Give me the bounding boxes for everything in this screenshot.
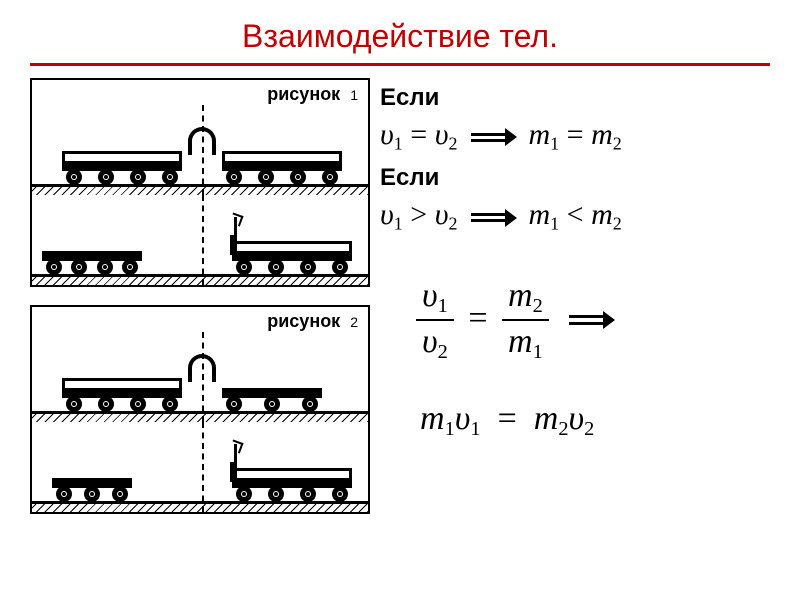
fig1-scene-before xyxy=(32,105,368,195)
formula-equal-masses: υ1 = υ2 m1 = m2 xyxy=(380,118,790,154)
figure-label: рисунок xyxy=(267,84,340,105)
fig2-scene-before xyxy=(32,332,368,422)
formula-ratio: υ1 υ2 = m2 m1 xyxy=(380,277,790,364)
figure-label: рисунок xyxy=(267,311,340,332)
formula-product: m1υ1 = m2υ2 xyxy=(380,400,790,441)
cart xyxy=(232,452,352,502)
if-label-2: Если xyxy=(380,164,790,192)
formulas-column: Если υ1 = υ2 m1 = m2 Если υ1 > υ2 m1 < m… xyxy=(370,78,800,532)
cart xyxy=(52,452,132,502)
title-underline xyxy=(30,63,770,66)
implies-arrow xyxy=(471,203,515,233)
figure-number: 1 xyxy=(350,87,358,103)
cart xyxy=(42,225,142,275)
implies-arrow xyxy=(569,303,613,337)
cart xyxy=(222,135,342,185)
cart xyxy=(62,362,182,412)
figure-2: рисунок 2 xyxy=(30,305,370,514)
page-title: Взаимодействие тел. xyxy=(0,0,800,63)
cart xyxy=(232,225,352,275)
cart xyxy=(222,362,322,412)
formula-inequality: υ1 > υ2 m1 < m2 xyxy=(380,198,790,234)
spring-icon xyxy=(188,127,216,155)
implies-arrow xyxy=(471,122,515,152)
fig1-scene-after xyxy=(32,195,368,285)
fig2-scene-after xyxy=(32,422,368,512)
content-area: рисунок 1 рисунок 2 Если υ1 = υ2 m1 = m2 xyxy=(0,78,800,532)
figure-1: рисунок 1 xyxy=(30,78,370,287)
spring-icon xyxy=(188,354,216,382)
if-label-1: Если xyxy=(380,84,790,112)
cart xyxy=(62,135,182,185)
figure-number: 2 xyxy=(350,314,358,330)
figures-column: рисунок 1 рисунок 2 xyxy=(0,78,370,532)
